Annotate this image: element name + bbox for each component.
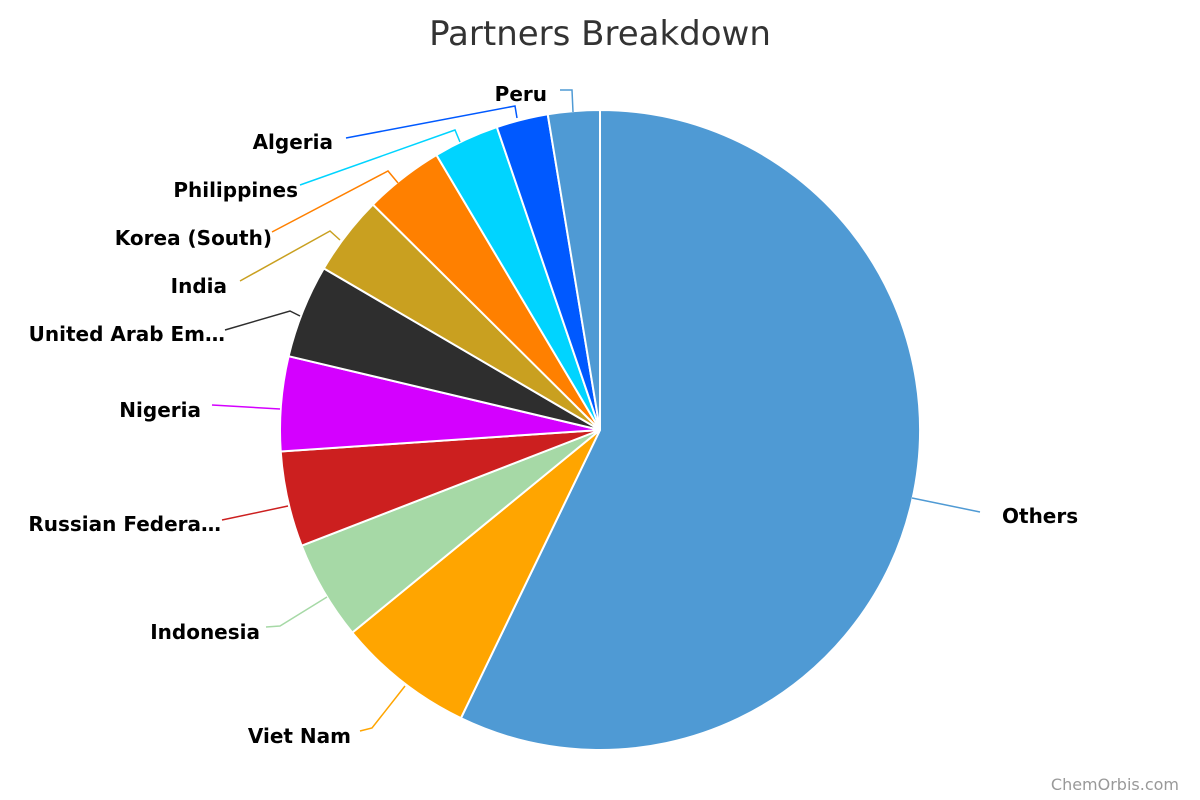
connector-line: [271, 170, 399, 233]
connector-line: [265, 596, 328, 628]
chart-title: Partners Breakdown: [429, 14, 771, 54]
connector-line: [221, 505, 289, 521]
slice-label: Russian Federa…: [28, 512, 221, 536]
connector-line: [224, 310, 301, 331]
connector-line: [211, 404, 281, 410]
connector-line: [345, 105, 518, 139]
connector-line: [560, 89, 574, 113]
pie-slice-others[interactable]: [459, 108, 921, 751]
pie-slice-viet-nam[interactable]: [350, 429, 601, 720]
slice-label: Algeria: [253, 130, 333, 154]
slice-label: Viet Nam: [248, 724, 351, 748]
connector-line: [239, 230, 341, 282]
connector-line: [359, 685, 406, 732]
slice-label: Others: [1002, 504, 1078, 528]
slice-label: Indonesia: [150, 620, 260, 644]
slice-label: Korea (South): [115, 226, 272, 250]
connector-line: [299, 129, 461, 186]
slice-label: Nigeria: [119, 398, 201, 422]
credit-watermark[interactable]: ChemOrbis.com: [1050, 775, 1179, 794]
slice-label: Philippines: [173, 178, 298, 202]
slice-label: Peru: [495, 82, 547, 106]
connector-line: [911, 497, 981, 513]
pie-slice-peru[interactable]: [546, 108, 601, 431]
slice-label: United Arab Em…: [29, 322, 225, 346]
slice-label: India: [171, 274, 227, 298]
